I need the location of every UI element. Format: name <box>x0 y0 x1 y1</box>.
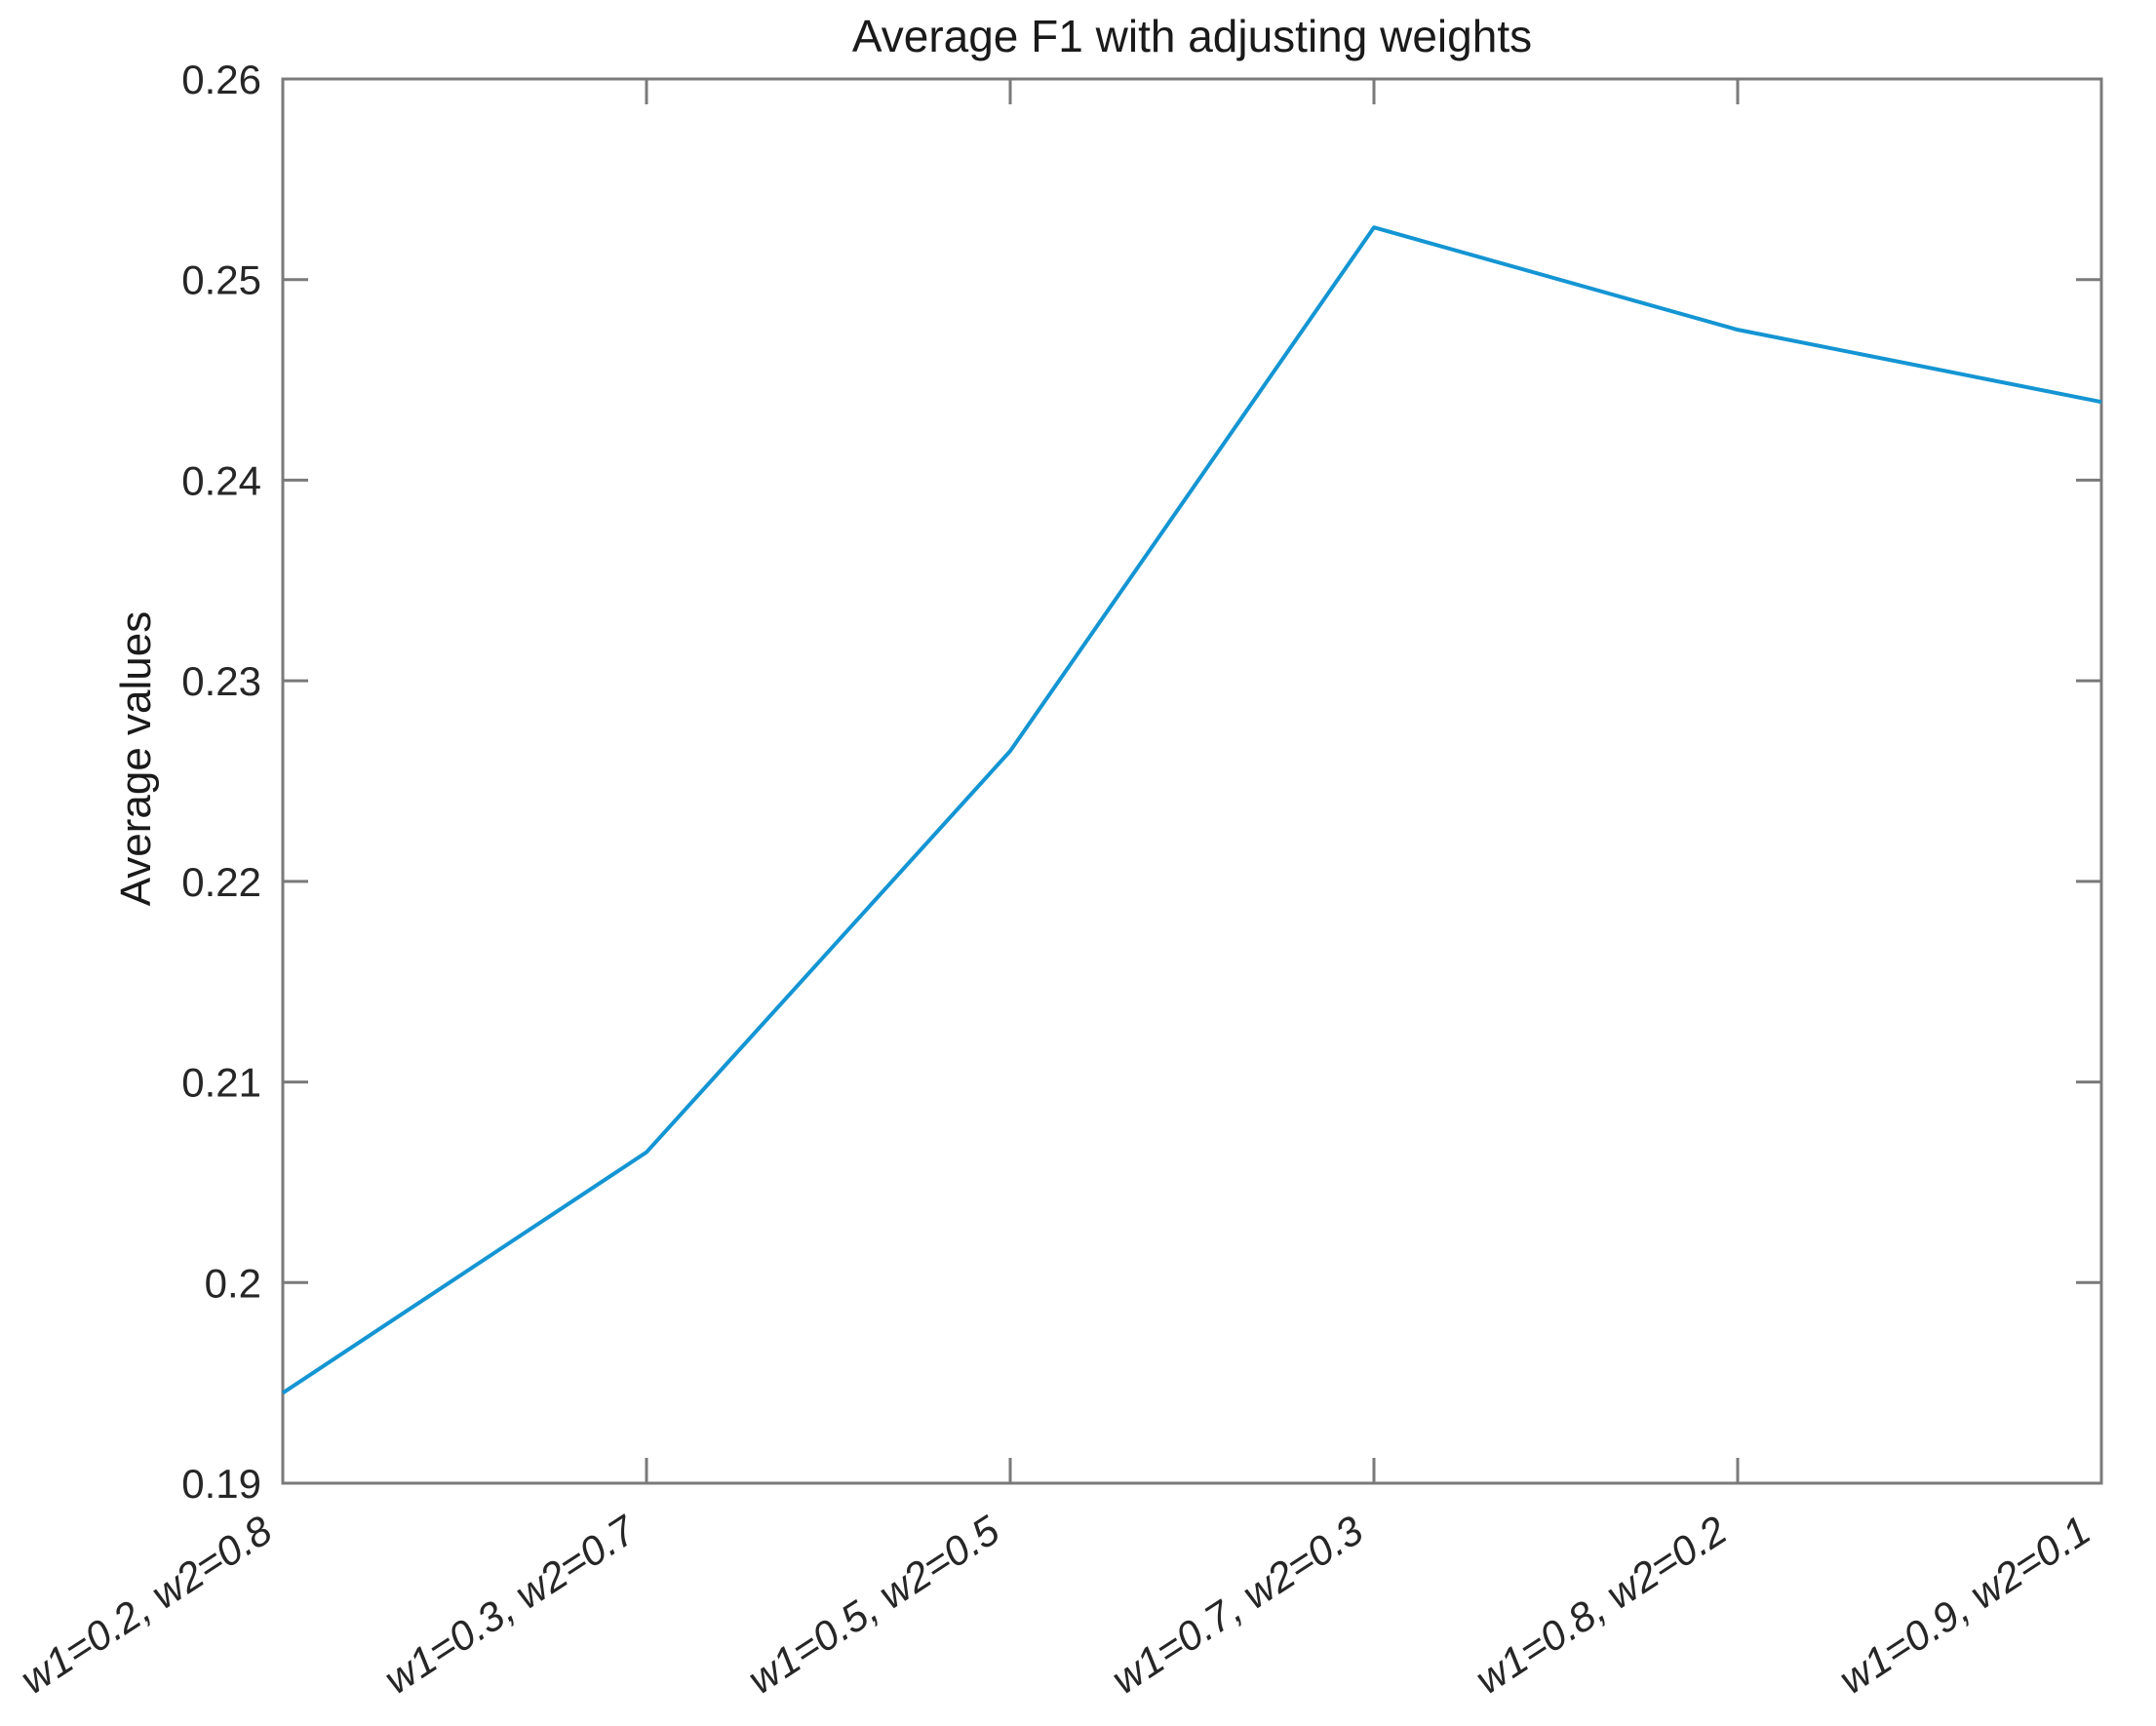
plot-box <box>281 77 2103 1485</box>
x-tick-label: w1=0.2, w2=0.8 <box>13 1507 281 1703</box>
chart-title: Average F1 with adjusting weights <box>851 11 1533 61</box>
y-tick-label: 0.24 <box>181 457 261 503</box>
y-tick-label: 0.21 <box>181 1060 261 1106</box>
x-tick-label: w1=0.3, w2=0.7 <box>376 1506 646 1703</box>
x-tick-label: w1=0.7, w2=0.3 <box>1104 1507 1371 1703</box>
y-tick-label: 0.2 <box>205 1260 261 1306</box>
data-line <box>281 225 2102 1395</box>
y-tick-label: 0.23 <box>181 658 261 704</box>
y-tick-label: 0.26 <box>181 57 261 102</box>
x-tick-label: w1=0.5, w2=0.5 <box>740 1507 1008 1703</box>
y-tick-label: 0.22 <box>181 859 261 905</box>
y-tick-label: 0.25 <box>181 257 261 303</box>
x-tick-label: w1=0.9, w2=0.1 <box>1831 1507 2098 1703</box>
y-tick-label: 0.19 <box>181 1461 261 1507</box>
x-tick-label: w1=0.8, w2=0.2 <box>1468 1507 1735 1703</box>
